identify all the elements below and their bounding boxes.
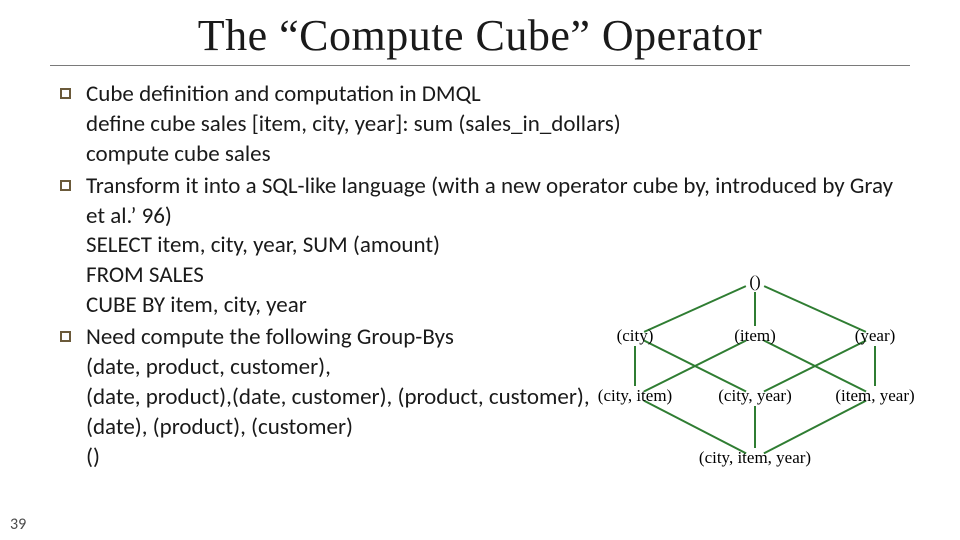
lattice-edge — [764, 286, 866, 332]
bullet-line: SELECT item, city, year, SUM (amount) — [86, 231, 910, 261]
slide-title: The “Compute Cube” Operator — [0, 0, 960, 65]
lattice-edge — [644, 286, 746, 332]
lattice-node: (city, year) — [718, 386, 791, 406]
lattice-edge — [764, 401, 866, 454]
bullet-head: Transform it into a SQL-like language (w… — [86, 172, 893, 230]
title-rule — [50, 65, 910, 66]
lattice-node: (year) — [855, 326, 896, 346]
lattice-node: (item) — [734, 326, 776, 346]
lattice-node: (city, item, year) — [699, 448, 811, 468]
bullet-item: Cube definition and computation in DMQLd… — [58, 80, 910, 170]
lattice-edge — [644, 401, 746, 454]
bullet-line: compute cube sales — [86, 140, 910, 170]
bullet-head: Need compute the following Group-Bys — [86, 323, 454, 351]
lattice-node: (city) — [617, 326, 654, 346]
bullet-head: Cube definition and computation in DMQL — [86, 80, 481, 108]
lattice-node: () — [749, 272, 760, 292]
lattice-diagram: () (city) (item) (year) (city, item) (city, y… — [560, 268, 950, 478]
bullet-line: define cube sales [item, city, year]: su… — [86, 110, 910, 140]
page-number: 39 — [10, 515, 26, 534]
lattice-node: (item, year) — [835, 386, 914, 406]
lattice-node: (city, item) — [598, 386, 672, 406]
